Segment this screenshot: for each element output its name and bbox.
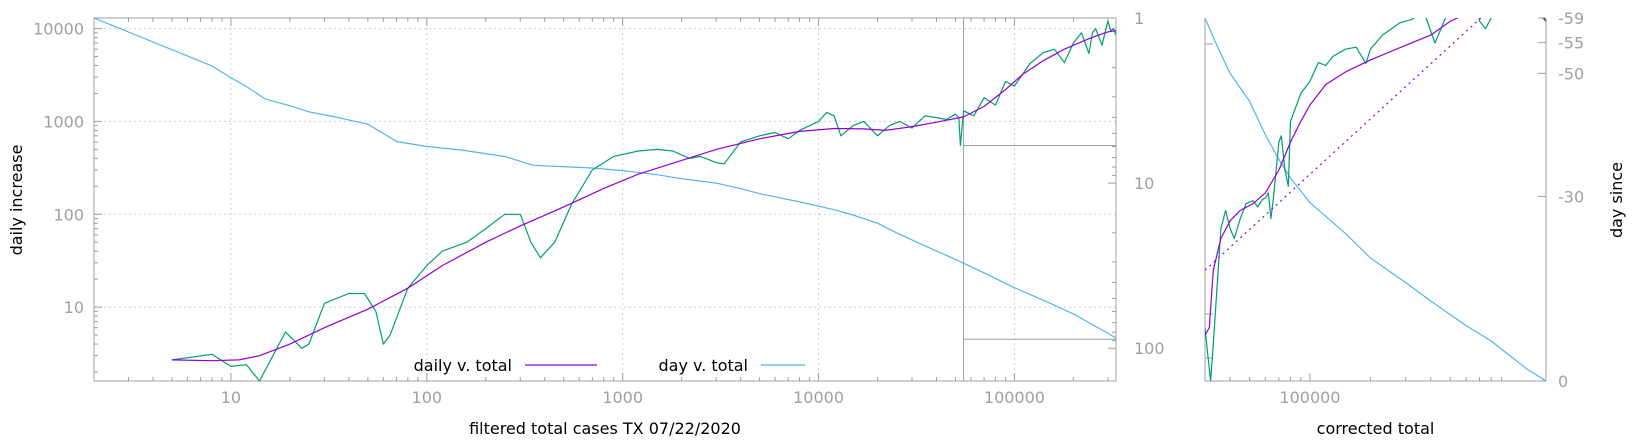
legend-label-day: day v. total — [659, 356, 749, 375]
side-y2-tick-label: 0 — [1558, 372, 1568, 391]
y2-tick-label: 1 — [1134, 9, 1144, 28]
x-tick-label: 10000 — [793, 388, 844, 407]
y-tick-label: 100 — [53, 205, 84, 224]
side-series-group — [1205, 18, 1546, 381]
legend-label-daily: daily v. total — [414, 356, 512, 375]
side-x-axis-label: corrected total — [1317, 419, 1435, 438]
y-tick-label: 1000 — [43, 112, 84, 131]
x-tick-label: 10 — [221, 388, 241, 407]
plot-frame — [93, 17, 1117, 382]
x-tick-label: 100000 — [984, 388, 1045, 407]
side-series-line-daily-fit — [1205, 18, 1482, 271]
grid — [94, 18, 1116, 381]
side-y2-axis-label: day since — [1607, 162, 1626, 238]
y-tick-label: 10000 — [33, 20, 84, 39]
side-y2-tick-label: -55 — [1558, 34, 1584, 53]
x-tick-label: 100 — [412, 388, 443, 407]
minor-ticks — [94, 18, 1116, 381]
side-series-line-raw — [1205, 18, 1546, 381]
side-y2-tick-label: -50 — [1558, 64, 1584, 83]
side-y2-tick-label: -30 — [1558, 187, 1584, 206]
series-group — [94, 18, 1116, 381]
y-tick-label: 10 — [64, 298, 84, 317]
side-x-tick-label: 100000 — [1279, 388, 1340, 407]
y-axis-label: daily increase — [7, 145, 26, 256]
y2-tick-label: 100 — [1134, 339, 1165, 358]
side-panel: 100000 -59 -55 -50 -30 0 corrected total day si… — [1204, 9, 1626, 438]
series-line-daily — [171, 30, 1116, 362]
x-tick-label: 1000 — [602, 388, 643, 407]
x-axis-label: filtered total cases TX 07/22/2020 — [469, 419, 741, 438]
series-line-raw — [171, 20, 1116, 381]
y2-tick-label: 10 — [1134, 174, 1154, 193]
series-line-day — [94, 18, 1116, 339]
legend: daily v. total day v. total — [414, 356, 805, 375]
main-panel: 10 100 1000 10000 100000 10 100 1000 10000 1 10 100… — [7, 9, 1165, 438]
side-series-line-daily — [1205, 18, 1546, 336]
side-series-line-day — [1205, 18, 1546, 381]
side-y2-tick-label: -59 — [1558, 9, 1584, 28]
